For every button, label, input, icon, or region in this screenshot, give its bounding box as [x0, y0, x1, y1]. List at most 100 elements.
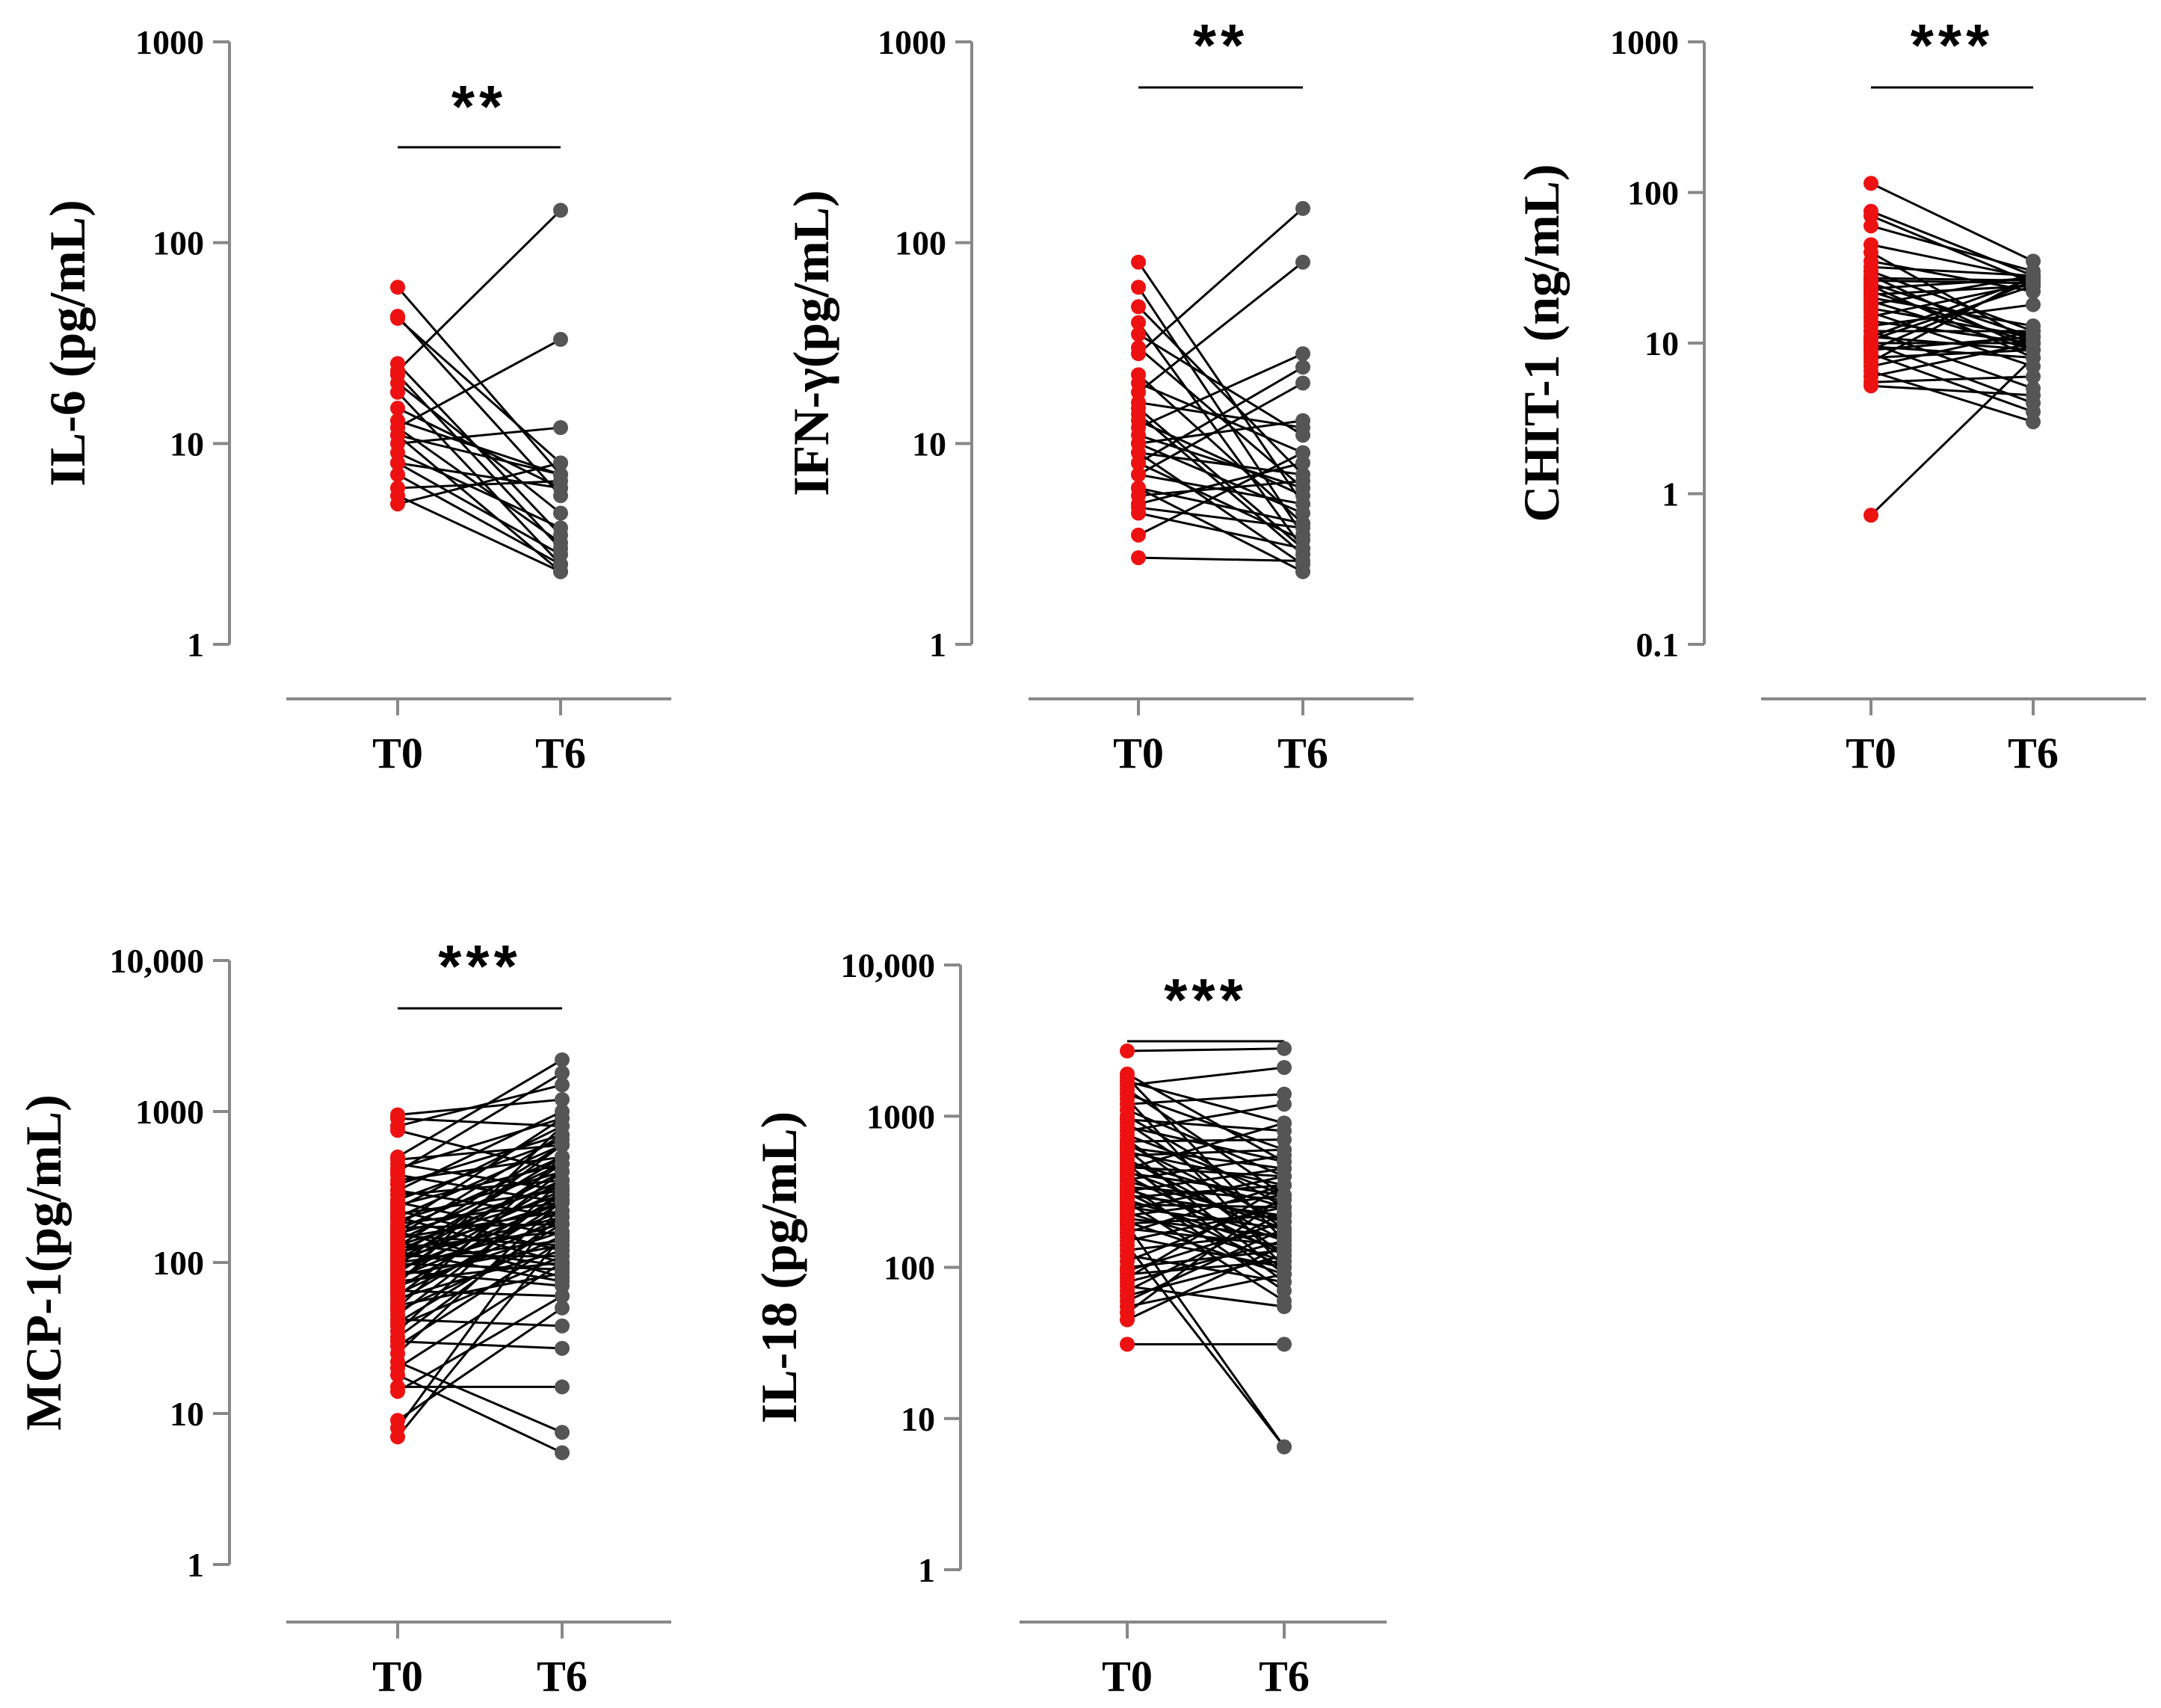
pair-line [1126, 1122, 1285, 1170]
pair-line [397, 451, 561, 529]
significance-stars: ** [451, 73, 507, 140]
pair-line [1870, 352, 2034, 413]
point-t6 [555, 1228, 570, 1244]
paired-lines [396, 1058, 564, 1454]
pair-line [1870, 348, 2034, 360]
pair-line [397, 1261, 563, 1283]
point-t6 [1277, 1060, 1292, 1076]
point-t6 [1277, 1115, 1292, 1131]
point-t6 [1295, 413, 1310, 428]
pair-line [1126, 1260, 1285, 1276]
point-t0 [1863, 176, 1878, 191]
pair-line [397, 1189, 563, 1264]
x-tick-label-t6: T6 [2008, 729, 2059, 777]
point-t0 [1131, 254, 1146, 270]
pair-line [396, 1156, 564, 1309]
point-t6 [2026, 414, 2041, 430]
pair-line [1870, 182, 2034, 262]
point-t6 [553, 455, 568, 471]
panel-ifng: 1 10 100 1000 IFN-γ(pg/mL) T0 T6 ** [783, 12, 1414, 777]
y-axis-title: CHIT-1 (ng/mL) [1513, 164, 1570, 522]
pair-line [1126, 1206, 1285, 1242]
point-t0 [1131, 280, 1146, 295]
pair-line [397, 1179, 563, 1280]
point-t6 [1295, 564, 1310, 579]
pair-line [1126, 1183, 1285, 1199]
point-t6 [2026, 336, 2041, 351]
pair-line [1138, 461, 1304, 505]
pair-line [397, 1209, 563, 1239]
point-t6 [555, 1265, 570, 1281]
pair-line [1870, 243, 2034, 280]
pair-line [1126, 1171, 1285, 1197]
point-t6 [1295, 200, 1310, 216]
paired-lines [1869, 182, 2035, 517]
point-t0 [390, 1384, 405, 1399]
pair-line [1138, 480, 1304, 497]
point-t6 [2026, 369, 2041, 384]
pair-line [397, 1271, 563, 1307]
y-tick-label: 1 [187, 1546, 204, 1584]
point-t0 [1131, 384, 1146, 400]
point-t0 [1131, 505, 1146, 521]
paired-lines [1137, 207, 1304, 573]
pair-line [1870, 342, 2034, 378]
point-t6 [553, 535, 568, 551]
y-tick-label: 10 [170, 1395, 204, 1433]
pair-line [396, 1199, 564, 1354]
pair-line [1870, 274, 2034, 306]
pair-line [1870, 384, 2034, 397]
point-t6 [555, 1065, 570, 1081]
y-tick-label: 100 [1627, 174, 1679, 212]
x-tick-label-t0: T0 [372, 1652, 423, 1701]
pair-line [1138, 333, 1304, 437]
pair-line [1138, 434, 1304, 490]
pair-line [397, 1083, 563, 1128]
pair-line [1138, 366, 1304, 464]
x-tick-label-t0: T0 [372, 729, 423, 777]
point-t6 [553, 420, 568, 436]
x-tick-label-t0: T0 [1113, 729, 1164, 777]
pair-line [1870, 330, 2034, 368]
point-t6 [1295, 375, 1310, 391]
pair-line [1138, 556, 1304, 563]
point-t0 [1863, 218, 1878, 234]
point-t0 [1131, 346, 1146, 362]
point-t0 [1120, 1312, 1135, 1328]
pair-line [1126, 1244, 1285, 1321]
y-tick-label: 10,000 [110, 942, 205, 980]
pair-line [1126, 1194, 1285, 1217]
pair-line [1126, 1231, 1285, 1251]
y-tick-label: 1 [1662, 475, 1679, 514]
pair-line [396, 391, 562, 566]
pair-line [397, 1125, 563, 1209]
point-t6 [1295, 473, 1310, 489]
point-t0 [390, 310, 405, 326]
point-t0 [390, 466, 405, 482]
point-t0 [1131, 315, 1146, 330]
y-tick-label: 1 [929, 626, 946, 664]
point-t6 [1295, 346, 1310, 362]
point-t0 [390, 280, 405, 295]
pair-line [1126, 1227, 1285, 1247]
pair-line [397, 1117, 563, 1227]
pair-line [397, 461, 561, 490]
pair-line [396, 1235, 564, 1438]
y-tick-label: 1000 [135, 1093, 204, 1131]
point-t6 [553, 203, 568, 218]
point-t6 [555, 1173, 570, 1188]
y-tick-label: 10,000 [841, 946, 936, 984]
point-t6 [1277, 1205, 1292, 1221]
point-t0 [1131, 299, 1146, 315]
pair-line [1138, 352, 1304, 429]
point-t0 [1120, 1043, 1135, 1059]
point-t6 [1277, 1237, 1292, 1253]
y-tick-label: 1 [918, 1551, 935, 1589]
point-t0 [390, 445, 405, 460]
pair-line [1126, 1103, 1285, 1132]
y-tick-label: 10 [901, 1400, 935, 1438]
pair-line [397, 1209, 563, 1278]
point-t6 [555, 1118, 570, 1134]
pair-line [397, 317, 561, 464]
x-tick-label-t6: T6 [1277, 729, 1328, 777]
